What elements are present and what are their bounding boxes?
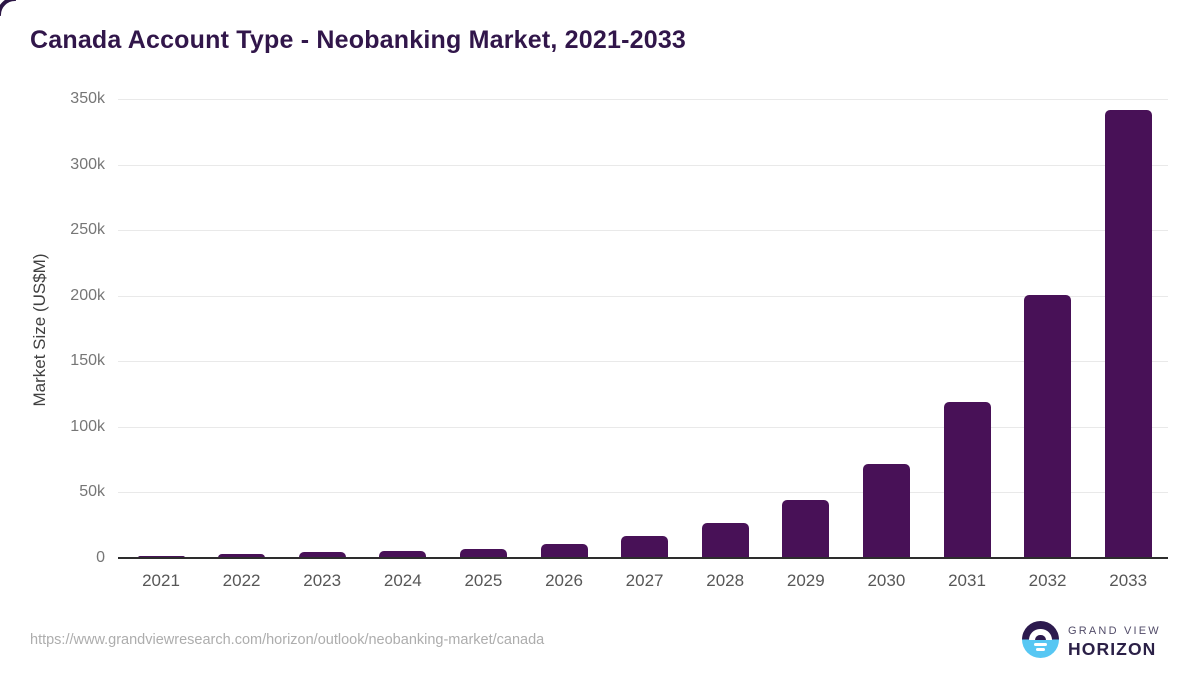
gridline-150k bbox=[118, 361, 1168, 362]
x-tick-2033: 2033 bbox=[1109, 571, 1148, 590]
bar-2024 bbox=[379, 550, 427, 558]
x-tick-2030: 2030 bbox=[867, 571, 906, 590]
y-tick-200k: 200k bbox=[70, 287, 105, 304]
bar-2030 bbox=[862, 463, 910, 558]
logo-brand-name: GRAND VIEW bbox=[1068, 625, 1161, 637]
x-tick-2023: 2023 bbox=[303, 571, 342, 590]
x-tick-2022: 2022 bbox=[222, 571, 261, 590]
bar-2026 bbox=[540, 543, 588, 558]
chart-title: Canada Account Type - Neobanking Market,… bbox=[30, 26, 687, 54]
gridline-50k bbox=[118, 492, 1168, 493]
y-tick-250k: 250k bbox=[70, 221, 105, 238]
x-tick-2029: 2029 bbox=[786, 571, 825, 590]
y-tick-50k: 50k bbox=[79, 483, 105, 500]
gridline-250k bbox=[118, 230, 1168, 231]
grand-view-horizon-logo: GRAND VIEW HORIZON bbox=[1022, 620, 1182, 662]
x-tick-2025: 2025 bbox=[464, 571, 503, 590]
x-axis-line bbox=[118, 557, 1168, 559]
logo-product-name: HORIZON bbox=[1068, 639, 1157, 659]
gridline-200k bbox=[118, 296, 1168, 297]
y-tick-100k: 100k bbox=[70, 418, 105, 435]
bar-2025 bbox=[459, 549, 507, 558]
bar-2032 bbox=[1024, 294, 1072, 558]
gridline-100k bbox=[118, 427, 1168, 428]
y-tick-300k: 300k bbox=[70, 156, 105, 173]
source-url: https://www.grandviewresearch.com/horizo… bbox=[30, 632, 545, 648]
gridline-300k bbox=[118, 165, 1168, 166]
decorative-corner-arc bbox=[0, 0, 17, 17]
horizon-sun-icon bbox=[1022, 621, 1059, 658]
x-tick-2032: 2032 bbox=[1028, 571, 1067, 590]
y-tick-350k: 350k bbox=[70, 90, 105, 107]
x-tick-2031: 2031 bbox=[948, 571, 986, 590]
x-tick-2021: 2021 bbox=[142, 571, 180, 590]
bar-2022 bbox=[218, 553, 266, 558]
bar-2027 bbox=[621, 535, 669, 558]
bar-2021 bbox=[137, 555, 185, 558]
bar-2031 bbox=[943, 401, 991, 558]
bar-2023 bbox=[298, 552, 346, 558]
x-tick-2027: 2027 bbox=[625, 571, 664, 590]
bar-2033 bbox=[1104, 110, 1152, 558]
gridline-350k bbox=[118, 99, 1168, 100]
bar-2029 bbox=[782, 500, 830, 558]
y-tick-150k: 150k bbox=[70, 352, 105, 369]
x-tick-2024: 2024 bbox=[383, 571, 422, 590]
bar-2028 bbox=[701, 522, 749, 558]
y-tick-0: 0 bbox=[96, 549, 105, 566]
x-tick-2026: 2026 bbox=[545, 571, 583, 590]
x-tick-2028: 2028 bbox=[706, 571, 745, 590]
